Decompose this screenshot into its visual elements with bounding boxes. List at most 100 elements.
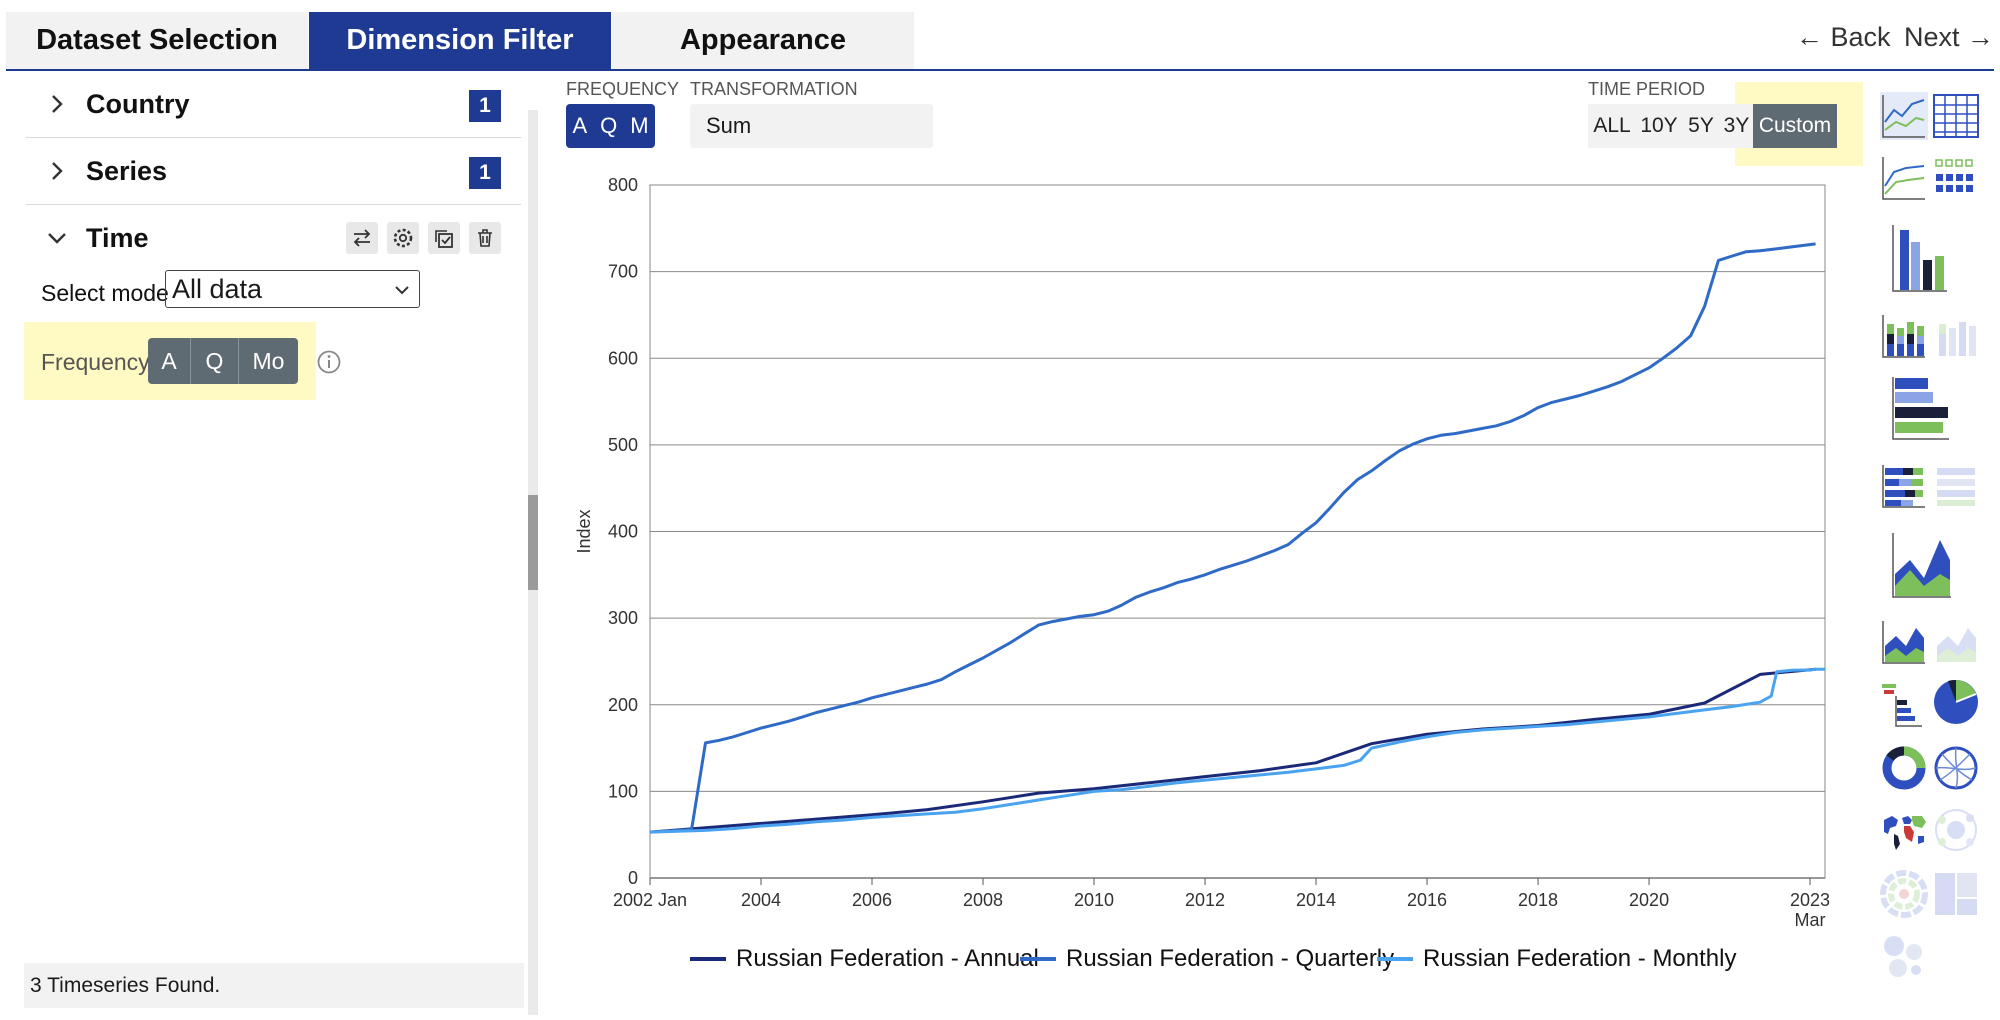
frequency-monthly-button[interactable]: Mo [239,338,298,384]
area-chart-icon[interactable] [1890,530,1954,600]
delete-button[interactable] [469,222,501,254]
frequency-annual-button[interactable]: A [148,338,191,384]
legend-label: Russian Federation - Annual [736,945,1039,972]
legend-label: Russian Federation - Quarterly [1066,945,1395,972]
info-icon[interactable] [316,349,342,375]
chevron-down-icon [395,286,409,295]
accordion-series-label: Series [86,155,168,186]
accordion-time[interactable]: Time [26,205,521,271]
legend-swatch [1020,957,1056,961]
plot-frame [649,184,1826,879]
horizontal-stacked-bar-icon[interactable] [1880,462,1928,510]
transformation-dropdown[interactable]: Sum [690,104,933,148]
y-tick-label: 400 [608,522,638,542]
packed-circles-icon[interactable] [1880,932,1928,980]
period-3y-button[interactable]: 3Y [1723,114,1750,137]
line-chart: 0 100 200 300 400 500 600 700 800 2002 Jan 2004 200… [574,175,1830,930]
transformation-caption: TRANSFORMATION [690,79,858,99]
checkbox-copy-icon [435,230,453,248]
frequency-label: Frequency [41,349,150,375]
x-tick-label: 2008 [963,890,1003,910]
settings-button[interactable] [387,222,419,254]
period-5y-button[interactable]: 5Y [1688,114,1714,137]
tab-appearance[interactable]: Appearance [612,12,914,69]
stacked-bar-chart-icon[interactable] [1880,312,1928,360]
time-period-caption: TIME PERIOD [1588,79,1706,99]
panel-scrollbar-thumb[interactable] [528,495,538,590]
dot-matrix-icon[interactable] [1932,154,1980,202]
legend-item-quarterly[interactable]: Russian Federation - Quarterly [1020,944,1394,974]
legend-swatch [690,957,726,961]
stacked-area-chart-icon[interactable] [1880,618,1928,666]
y-tick-label: 700 [608,262,638,282]
chevron-down-icon [48,233,66,244]
series-count-badge: 1 [469,157,501,189]
x-tick-label: 2014 [1296,890,1336,910]
gear-icon [393,228,413,248]
chevron-right-icon [52,162,63,180]
freq-a-button[interactable]: A [572,113,588,138]
trash-icon [478,229,492,247]
y-tick-label: 0 [628,868,638,888]
y-tick-label: 100 [608,781,638,801]
stacked-bar-light-icon[interactable] [1932,312,1980,360]
select-mode-label: Select mode [41,280,169,306]
world-map-icon[interactable] [1880,806,1928,854]
accordion-series[interactable]: Series 1 [26,138,521,205]
legend-item-monthly[interactable]: Russian Federation - Monthly [1377,944,1736,974]
x-tick-label: 2006 [852,890,892,910]
period-all-button[interactable]: ALL [1593,114,1631,137]
legend-label: Russian Federation - Monthly [1423,945,1737,972]
pie-chart-icon[interactable] [1932,678,1980,726]
series-line-quarterly [649,242,1816,834]
legend-item-annual[interactable]: Russian Federation - Annual [690,944,1039,974]
accordion-country-label: Country [86,88,190,119]
bubble-chart-icon[interactable] [1932,806,1980,854]
x-tick-label: 2016 [1407,890,1447,910]
tab-dimension-filter[interactable]: Dimension Filter [309,12,611,69]
x-tick-label: 2018 [1518,890,1558,910]
swap-icon [353,229,371,247]
line-chart-icon[interactable] [1880,92,1928,140]
pyramid-chart-icon[interactable] [1880,682,1928,730]
x-tick-label: 2012 [1185,890,1225,910]
sunburst-chart-icon[interactable] [1880,870,1928,918]
next-button[interactable]: Next → [1904,22,1995,52]
x-tick-label: 2010 [1074,890,1114,910]
transformation-value: Sum [706,113,752,138]
accordion-time-label: Time [86,222,149,253]
legend-swatch [1377,957,1413,961]
period-10y-button[interactable]: 10Y [1640,114,1678,137]
y-tick-label: 500 [608,435,638,455]
freq-m-button[interactable]: M [630,113,649,138]
y-axis-label: Index [574,509,594,553]
frequency-quarterly-button[interactable]: Q [191,338,239,384]
frequency-selector: A Q M [566,104,655,148]
freq-q-button[interactable]: Q [600,113,618,138]
y-tick-label: 600 [608,348,638,368]
tab-dataset-selection[interactable]: Dataset Selection [6,12,308,69]
swap-button[interactable] [346,222,378,254]
period-custom-button[interactable]: Custom [1753,104,1837,148]
multi-line-chart-icon[interactable] [1880,154,1928,202]
chord-diagram-icon[interactable] [1932,744,1980,792]
series-line-annual [649,667,1816,834]
stacked-area-light-icon[interactable] [1932,618,1980,666]
bar-chart-icon[interactable] [1890,222,1950,294]
tab-underline [6,69,1994,71]
table-icon[interactable] [1932,92,1980,140]
chevron-right-icon [52,95,63,113]
horizontal-bar-chart-icon[interactable] [1890,374,1952,442]
horizontal-stacked-bar-light-icon[interactable] [1932,462,1980,510]
y-tick-label: 200 [608,695,638,715]
donut-chart-icon[interactable] [1880,744,1928,792]
select-mode-dropdown[interactable]: All data [165,270,420,308]
back-button[interactable]: ← Back [1796,22,1891,52]
x-tick-label: 2023 [1790,890,1830,910]
accordion-country[interactable]: Country 1 [26,71,521,138]
select-all-button[interactable] [428,222,460,254]
frequency-toggle-group: A Q Mo [148,338,298,384]
treemap-icon[interactable] [1932,870,1980,918]
country-count-badge: 1 [469,90,501,122]
x-tick-sublabel: Mar [1795,910,1826,930]
